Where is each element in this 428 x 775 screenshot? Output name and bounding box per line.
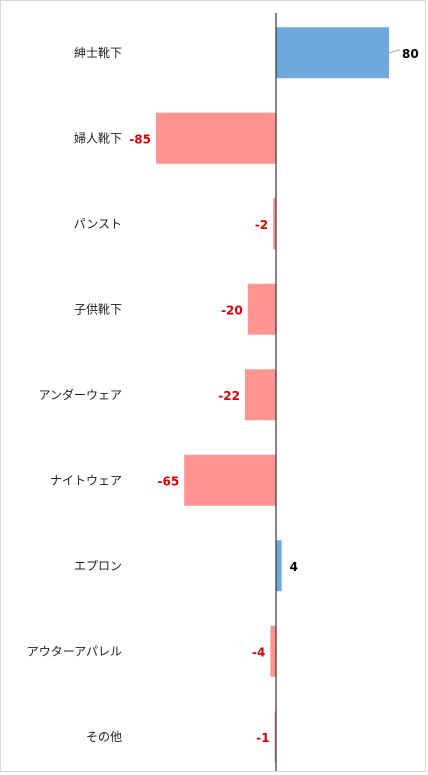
- bar-3: [273, 198, 276, 250]
- leader-line: [388, 49, 401, 54]
- category-label: その他: [86, 730, 122, 744]
- value-label: -22: [218, 389, 240, 403]
- bars-layer: [155, 27, 389, 763]
- bar-6: [184, 454, 276, 506]
- value-label: -85: [129, 132, 151, 146]
- value-label: -2: [255, 218, 268, 232]
- bar-5: [244, 369, 276, 421]
- category-label: 紳士靴下: [74, 46, 122, 60]
- value-label: 80: [402, 47, 419, 61]
- value-label: 4: [290, 560, 298, 574]
- bar-8: [270, 625, 276, 677]
- category-label: アウターアパレル: [27, 644, 122, 658]
- category-label: 子供靴下: [74, 302, 122, 316]
- category-label: アンダーウェア: [38, 387, 122, 402]
- value-label: -1: [256, 731, 269, 745]
- category-label: パンスト: [74, 217, 122, 231]
- value-label: -20: [221, 303, 243, 317]
- category-label: エプロン: [74, 559, 122, 573]
- bar-4: [247, 283, 276, 335]
- value-label: -65: [158, 474, 180, 488]
- value-label: -4: [252, 645, 265, 659]
- bar-9: [274, 711, 276, 763]
- category-label: 婦人靴下: [74, 130, 122, 145]
- bar-7: [276, 540, 282, 592]
- bar-1: [276, 27, 389, 79]
- category-label: ナイトウェア: [50, 473, 122, 487]
- labels-layer: 紳士靴下 80 婦人靴下 -85 パンスト -2 子供靴下 -20 アンダーウェア -22 ナイトウ…: [27, 46, 419, 745]
- bar-2: [155, 112, 276, 164]
